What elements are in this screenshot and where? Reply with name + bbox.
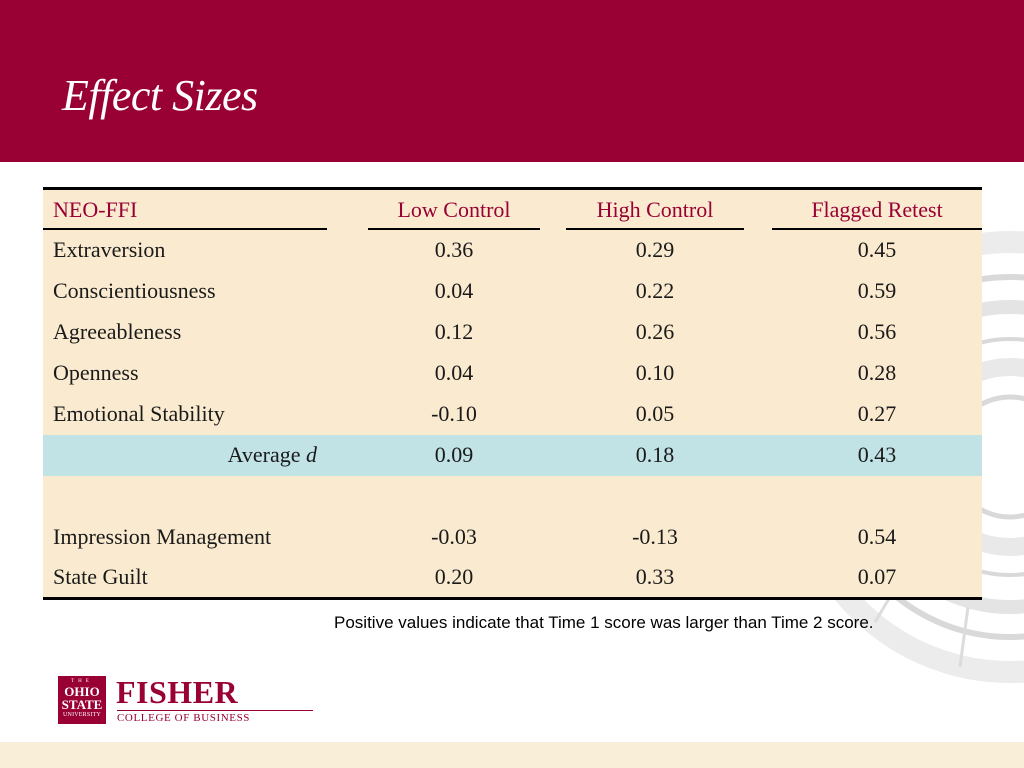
row-label: Emotional Stability <box>43 393 327 435</box>
effect-sizes-table: NEO-FFI Low Control High Control Flagged… <box>43 187 982 600</box>
row-label: Openness <box>43 352 327 394</box>
cell-high-control: 0.05 <box>566 393 744 435</box>
cell-low-control: -0.10 <box>368 393 540 435</box>
cell-high-control: 0.26 <box>566 311 744 353</box>
cell-low-control: 0.12 <box>368 311 540 353</box>
cell-flagged-retest: 0.27 <box>772 393 982 435</box>
cell-low-control: 0.04 <box>368 270 540 312</box>
column-header-low-control: Low Control <box>368 188 540 230</box>
cell-high-control: 0.33 <box>566 557 744 599</box>
title-banner: Effect Sizes <box>0 0 1024 162</box>
cell-high-control: 0.29 <box>566 229 744 271</box>
cell-flagged-retest: 0.54 <box>772 516 982 558</box>
cell-high-control: -0.13 <box>566 516 744 558</box>
average-label: Average d <box>43 434 327 476</box>
row-label: Impression Management <box>43 516 327 558</box>
table-row: Openness 0.04 0.10 0.28 <box>43 352 982 394</box>
logo-divider <box>117 710 313 711</box>
table-row: Conscientiousness 0.04 0.22 0.59 <box>43 270 982 312</box>
column-header-high-control: High Control <box>566 188 744 230</box>
table-row: State Guilt 0.20 0.33 0.07 <box>43 557 982 599</box>
osu-logo-the: THE <box>71 679 93 684</box>
fisher-college-logo: THE OHIO STATE UNIVERSITY FISHER COLLEGE… <box>58 674 313 726</box>
footnote: Positive values indicate that Time 1 sco… <box>334 613 874 632</box>
column-header-flagged-retest: Flagged Retest <box>772 188 982 230</box>
table-row: Impression Management -0.03 -0.13 0.54 <box>43 516 982 558</box>
cell-flagged-retest: 0.28 <box>772 352 982 394</box>
column-header-neo-ffi: NEO-FFI <box>43 188 327 230</box>
cell-high-control: 0.10 <box>566 352 744 394</box>
osu-logo-university: UNIVERSITY <box>63 712 101 718</box>
fisher-wordmark: FISHER <box>116 674 239 710</box>
cell-high-control: 0.22 <box>566 270 744 312</box>
table-row: Extraversion 0.36 0.29 0.45 <box>43 229 982 271</box>
cell-low-control: 0.20 <box>368 557 540 599</box>
cell-low-control: -0.03 <box>368 516 540 558</box>
cell-flagged-retest: 0.59 <box>772 270 982 312</box>
row-label: Agreeableness <box>43 311 327 353</box>
cell-low-control: 0.04 <box>368 352 540 394</box>
row-label: State Guilt <box>43 557 327 599</box>
cell-flagged-retest: 0.07 <box>772 557 982 599</box>
spacer-row <box>43 475 982 517</box>
cell-low-control: 0.36 <box>368 229 540 271</box>
cell-low-control: 0.09 <box>368 434 540 476</box>
cell-high-control: 0.18 <box>566 434 744 476</box>
average-text: Average <box>227 442 301 467</box>
osu-logo-ohio: OHIO <box>64 684 100 699</box>
osu-logo-state: STATE <box>61 697 103 712</box>
row-label: Extraversion <box>43 229 327 271</box>
row-label: Conscientiousness <box>43 270 327 312</box>
average-symbol: d <box>306 442 317 467</box>
osu-logo-block: THE OHIO STATE UNIVERSITY <box>58 676 106 724</box>
college-subtitle: COLLEGE OF BUSINESS <box>117 712 251 724</box>
table-row: Agreeableness 0.12 0.26 0.56 <box>43 311 982 353</box>
slide-title: Effect Sizes <box>62 71 258 120</box>
cell-flagged-retest: 0.56 <box>772 311 982 353</box>
table-row: Emotional Stability -0.10 0.05 0.27 <box>43 393 982 435</box>
cell-flagged-retest: 0.45 <box>772 229 982 271</box>
table-header-row: NEO-FFI Low Control High Control Flagged… <box>43 188 982 230</box>
cell-flagged-retest: 0.43 <box>772 434 982 476</box>
average-row: Average d 0.09 0.18 0.43 <box>43 434 982 476</box>
footer-band <box>0 742 1024 768</box>
